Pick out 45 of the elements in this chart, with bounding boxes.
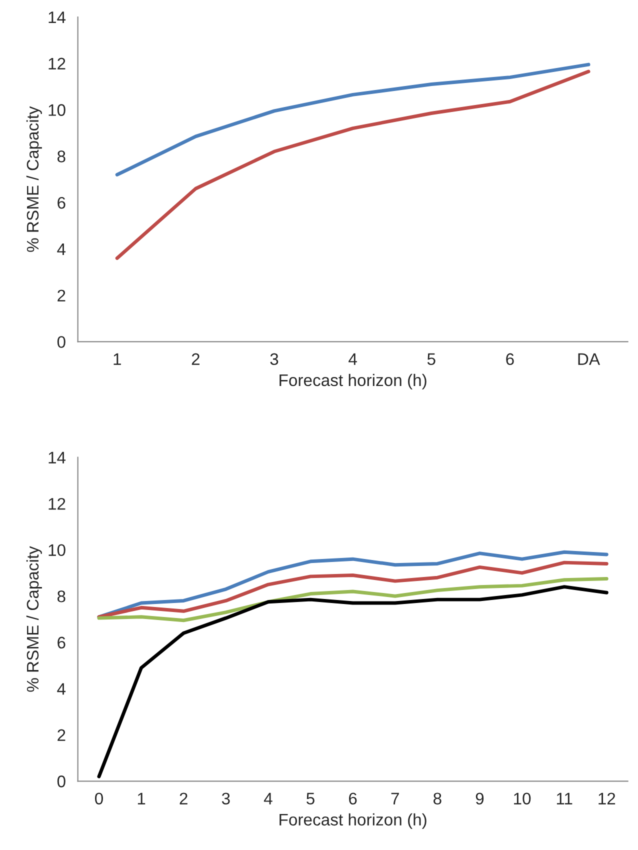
y-tick-label: 8 <box>57 150 66 162</box>
line-series <box>115 70 590 260</box>
x-tick-label: 4 <box>348 353 357 365</box>
x-tick-label: 11 <box>556 792 572 804</box>
x-tick-label: 5 <box>427 353 436 366</box>
y-tick-label: 6 <box>58 196 66 209</box>
x-tick-label: 0 <box>95 792 103 805</box>
y-tick-label: 6 <box>58 636 66 649</box>
line-series <box>115 62 590 176</box>
y-tick-label: 10 <box>48 104 66 116</box>
x-tick-label: 6 <box>506 353 514 366</box>
y-tick-label: 2 <box>58 729 66 741</box>
y-axis-title: % RSME / Capacity <box>26 106 42 252</box>
x-axis-title: Forecast horizon (h) <box>280 813 426 829</box>
y-tick-label: 14 <box>48 12 66 24</box>
x-tick-label: 3 <box>270 353 278 366</box>
x-tick-label: 1 <box>138 792 146 804</box>
x-tick-label: 8 <box>434 792 442 805</box>
x-tick-label: 5 <box>306 792 314 805</box>
y-tick-label: 10 <box>48 544 66 556</box>
y-tick-label: 14 <box>48 452 66 464</box>
y-tick-label: 2 <box>58 290 66 302</box>
line-series <box>97 560 608 619</box>
y-tick-label: 0 <box>57 776 66 788</box>
line-series <box>97 585 608 778</box>
y-axis-title: % RSME / Capacity <box>26 546 42 692</box>
x-tick-label: 7 <box>391 792 399 804</box>
x-tick-label: 2 <box>192 353 200 365</box>
y-tick-label: 4 <box>57 244 66 255</box>
line-series <box>97 577 608 622</box>
x-tick-label: 2 <box>180 792 188 804</box>
y-tick-label: 12 <box>48 58 66 70</box>
y-tick-label: 4 <box>57 683 66 695</box>
x-tick-label: 1 <box>114 353 121 365</box>
y-tick-label: 0 <box>57 336 66 348</box>
y-tick-label: 8 <box>57 590 66 602</box>
x-tick-label: 10 <box>514 792 531 805</box>
y-tick-label: 12 <box>48 498 66 510</box>
x-tick-label: 12 <box>598 792 616 804</box>
x-axis-title: Forecast horizon (h) <box>280 374 426 390</box>
x-tick-label: 4 <box>264 792 272 804</box>
x-tick-label: DA <box>578 353 600 365</box>
x-tick-label: 3 <box>222 792 230 805</box>
x-tick-label: 6 <box>349 792 357 805</box>
x-tick-label: 9 <box>476 792 484 805</box>
